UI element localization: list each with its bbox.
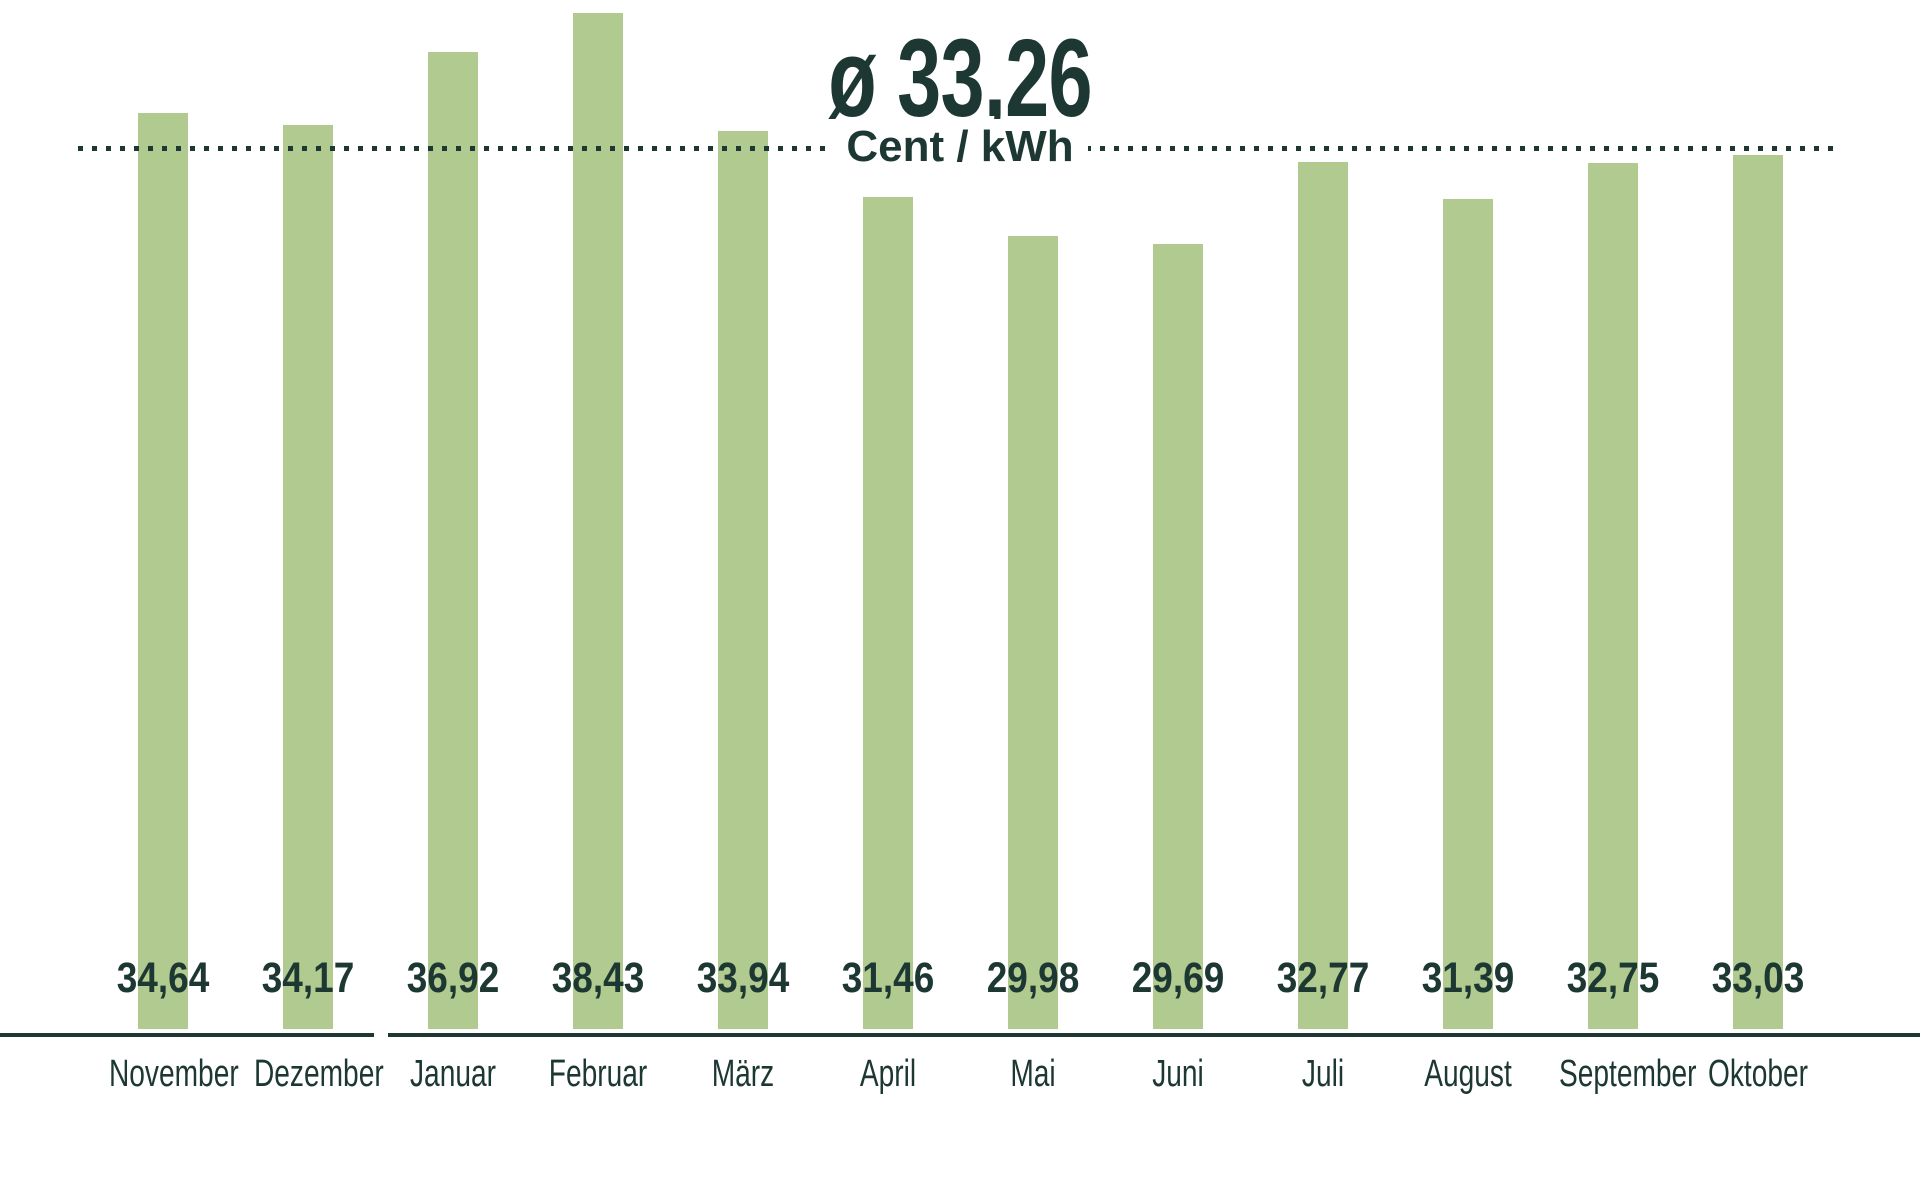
bar-value-label: 31,46 <box>841 954 935 1002</box>
bar-value-label: 29,98 <box>986 954 1080 1002</box>
bar-value-label: 31,39 <box>1421 954 1515 1002</box>
bar-value-label: 32,75 <box>1566 954 1660 1002</box>
bar <box>1733 155 1783 1029</box>
bar-value-label: 38,43 <box>551 954 645 1002</box>
x-axis-label: Dezember <box>253 1053 384 1095</box>
bar <box>863 196 913 1029</box>
average-unit: Cent / kWh <box>0 119 1920 179</box>
bar-value-label: 32,77 <box>1276 954 1370 1002</box>
x-axis-label: März <box>711 1053 775 1095</box>
bar <box>718 131 768 1029</box>
x-axis-label: Juli <box>1301 1053 1345 1095</box>
x-axis-label: Februar <box>548 1053 648 1095</box>
x-axis-label: Januar <box>409 1053 496 1095</box>
bar-value-label: 34,64 <box>116 954 210 1002</box>
bar-value-label: 33,94 <box>696 954 790 1002</box>
average-title-text: ø 33,26 <box>828 17 1092 140</box>
bar <box>1443 198 1493 1029</box>
bar <box>1588 162 1638 1029</box>
bar <box>573 12 623 1029</box>
x-axis-label: August <box>1424 1053 1512 1095</box>
bar <box>1008 236 1058 1029</box>
x-axis-label: Oktober <box>1707 1053 1809 1095</box>
bar <box>138 112 188 1029</box>
x-axis-label: September <box>1558 1053 1697 1095</box>
bar <box>428 52 478 1029</box>
average-unit-text: Cent / kWh <box>832 119 1088 179</box>
bar-value-label: 36,92 <box>406 954 500 1002</box>
bar-value-label: 33,03 <box>1711 954 1805 1002</box>
bar <box>283 125 333 1029</box>
x-axis-line-segment <box>387 1033 1920 1037</box>
x-axis-label: November <box>108 1053 239 1095</box>
x-axis-label: April <box>859 1053 917 1095</box>
bar-value-label: 29,69 <box>1131 954 1225 1002</box>
bar <box>1298 162 1348 1029</box>
bar-value-label: 34,17 <box>261 954 355 1002</box>
average-title: ø 33,26 <box>0 24 1920 134</box>
x-axis-label: Mai <box>1010 1053 1056 1095</box>
bar <box>1153 243 1203 1029</box>
x-axis-line-segment <box>0 1033 374 1037</box>
x-axis-label: Juni <box>1152 1053 1204 1095</box>
